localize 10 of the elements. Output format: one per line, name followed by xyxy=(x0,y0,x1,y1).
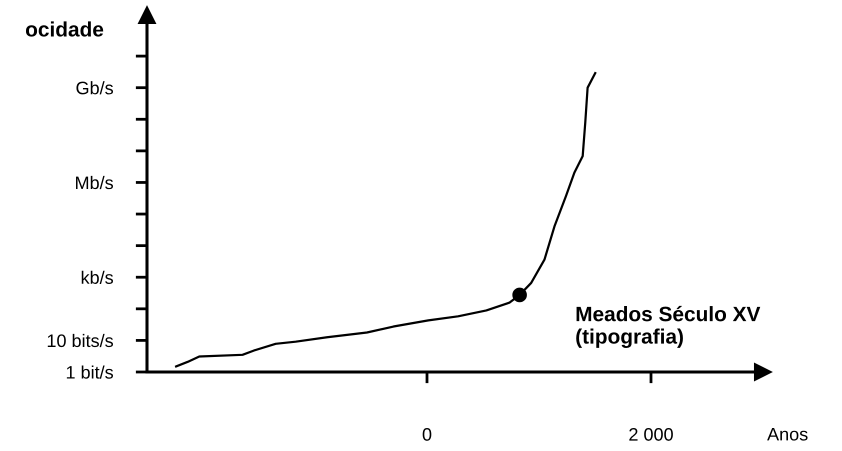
annotation: Meados Século XV (tipografia) xyxy=(576,306,760,348)
y-tick-label: 10 bits/s xyxy=(48,334,114,348)
y-axis-title: ocidade xyxy=(26,21,104,37)
x-tick-label: 0 xyxy=(422,428,432,441)
y-tick-label: kb/s xyxy=(82,270,114,284)
y-tick-label: Gb/s xyxy=(76,81,114,94)
y-tick-label: Mb/s xyxy=(76,176,114,190)
x-axis-title: Anos xyxy=(767,428,808,441)
y-tick-label: 1 bit/s xyxy=(66,365,114,379)
x-tick-label: 2 000 xyxy=(629,428,673,441)
